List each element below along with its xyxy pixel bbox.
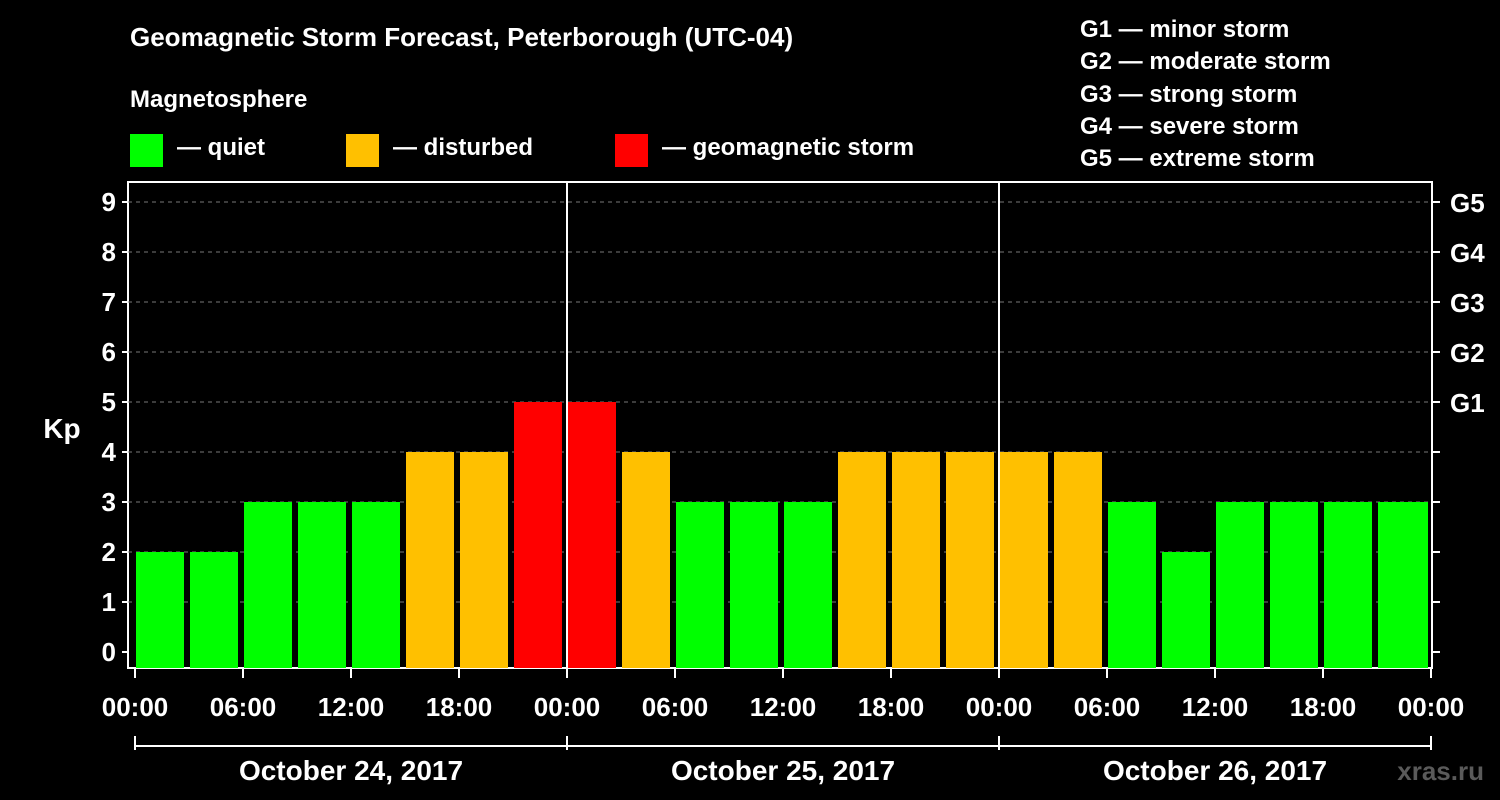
y-tick-label: 4 (102, 437, 117, 467)
kp-bar (352, 502, 400, 668)
y-tick-label: 6 (102, 337, 116, 367)
legend-heading: Magnetosphere (130, 86, 308, 113)
kp-bar (622, 452, 670, 668)
kp-bar (1108, 502, 1156, 668)
kp-bar (406, 452, 454, 668)
chart-title: Geomagnetic Storm Forecast, Peterborough… (130, 22, 794, 52)
kp-bar (1162, 552, 1210, 668)
x-tick-label: 12:00 (318, 692, 385, 722)
y-tick-label: 5 (102, 387, 116, 417)
y-tick-label: 8 (102, 237, 116, 267)
g-scale-tick-label: G1 (1450, 388, 1485, 418)
y-tick-label: 7 (102, 287, 116, 317)
kp-bar (1324, 502, 1372, 668)
kp-bar (568, 402, 616, 668)
g-scale-item: G2 — moderate storm (1080, 48, 1331, 76)
y-tick-label: 2 (102, 537, 116, 567)
x-tick-label: 06:00 (210, 692, 277, 722)
kp-bar (892, 452, 940, 668)
kp-bar (946, 452, 994, 668)
date-label: October 24, 2017 (239, 755, 463, 786)
kp-bar (1414, 502, 1428, 668)
g-scale-item: G1 — minor storm (1080, 16, 1290, 43)
kp-bar (136, 552, 184, 668)
kp-bar (1270, 502, 1318, 668)
x-tick-label: 06:00 (1074, 692, 1141, 722)
kp-bar (460, 452, 508, 668)
g-scale-legend: G1 — minor storm G2 — moderate storm G3 … (1080, 14, 1331, 175)
g-scale-item: G3 — strong storm (1080, 80, 1298, 108)
legend-swatch-disturbed (346, 134, 379, 167)
kp-bar (514, 402, 562, 668)
y-tick-label: 3 (102, 487, 116, 517)
g-scale-tick-label: G4 (1450, 238, 1485, 268)
watermark: xras.ru (1397, 756, 1484, 786)
g-scale-item: G4 — severe storm (1080, 112, 1299, 140)
g-scale-tick-label: G5 (1450, 188, 1485, 218)
legend-label-storm: — geomagnetic storm (662, 134, 915, 161)
y-tick-label: 0 (102, 637, 116, 667)
date-label: October 26, 2017 (1103, 755, 1327, 786)
date-label: October 25, 2017 (671, 755, 895, 786)
x-tick-label: 12:00 (1182, 692, 1249, 722)
legend-label-disturbed: — disturbed (393, 134, 534, 161)
legend-swatch-quiet (130, 134, 163, 167)
x-tick-label: 18:00 (426, 692, 493, 722)
plot-frame (127, 181, 1433, 669)
kp-bar (244, 502, 292, 668)
kp-bar (1216, 502, 1264, 668)
kp-bar (190, 552, 238, 668)
x-tick-label: 12:00 (750, 692, 817, 722)
x-tick-label: 06:00 (642, 692, 709, 722)
g-scale-tick-label: G3 (1450, 288, 1485, 318)
x-tick-label: 00:00 (102, 692, 169, 722)
y-axis-label: Kp (43, 413, 80, 444)
kp-bar (676, 502, 724, 668)
kp-bar (784, 502, 832, 668)
y-tick-label: 1 (102, 587, 116, 617)
kp-bar (838, 452, 886, 668)
g-scale-tick-label: G2 (1450, 338, 1485, 368)
kp-bar (730, 502, 778, 668)
g-scale-item: G5 — extreme storm (1080, 145, 1315, 173)
x-tick-label: 00:00 (534, 692, 601, 722)
x-tick-label: 00:00 (1398, 692, 1465, 722)
x-tick-label: 18:00 (1290, 692, 1357, 722)
x-tick-label: 18:00 (858, 692, 925, 722)
y-tick-label: 9 (102, 187, 116, 217)
kp-bar (1054, 452, 1102, 668)
legend-swatch-storm (615, 134, 648, 167)
x-tick-label: 00:00 (966, 692, 1033, 722)
kp-bar (1000, 452, 1048, 668)
legend-label-quiet: — quiet (177, 134, 265, 161)
kp-bar (298, 502, 346, 668)
